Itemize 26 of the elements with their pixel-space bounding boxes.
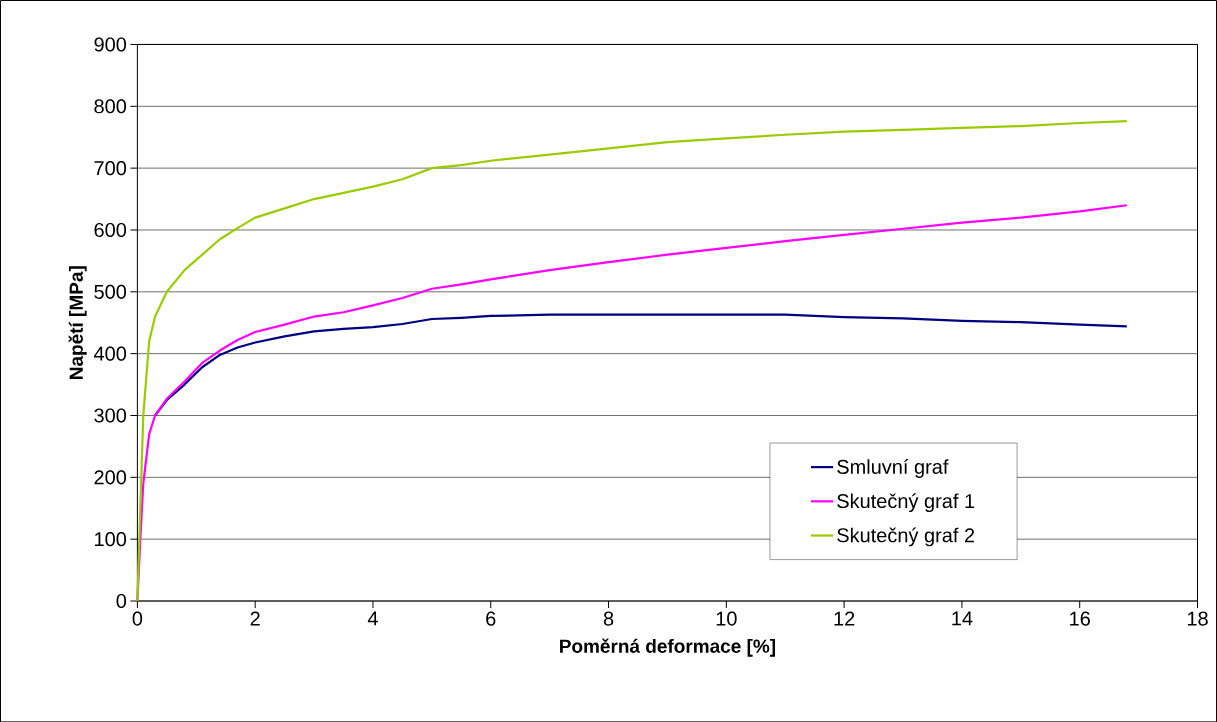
x-tick-label: 2: [250, 611, 260, 626]
legend-label: Skutečný graf 1: [837, 493, 975, 512]
y-axis-title: Napětí [MPa]: [68, 266, 87, 379]
y-tick-label: 200: [94, 470, 127, 485]
x-tick-label: 4: [367, 611, 378, 626]
x-tick-label: 18: [1187, 611, 1208, 626]
legend-label: Smluvní graf: [837, 458, 949, 478]
line-series: [136, 203, 1128, 602]
x-tick-label: 8: [603, 611, 614, 626]
x-axis-title: Poměrná deformace [%]: [560, 638, 775, 657]
y-tick-label: 800: [94, 99, 127, 114]
x-tick-label: 0: [132, 611, 143, 626]
y-tick-label: 0: [116, 593, 127, 608]
y-tick-label: 400: [93, 346, 127, 361]
y-tick-label: 900: [94, 37, 127, 52]
y-tick-label: 300: [94, 408, 127, 423]
y-tick-label: 500: [94, 284, 127, 299]
x-tick-label: 16: [1070, 611, 1090, 626]
y-tick-label: 600: [94, 222, 127, 237]
x-tick-label: 10: [716, 611, 737, 626]
y-tick-label: 700: [94, 160, 127, 175]
legend-label: Skutečný graf 2: [837, 527, 975, 547]
x-tick-label: 12: [834, 611, 855, 626]
x-tick-label: 6: [486, 611, 496, 626]
x-tick-label: 14: [952, 611, 973, 626]
y-tick-label: 100: [95, 531, 127, 547]
